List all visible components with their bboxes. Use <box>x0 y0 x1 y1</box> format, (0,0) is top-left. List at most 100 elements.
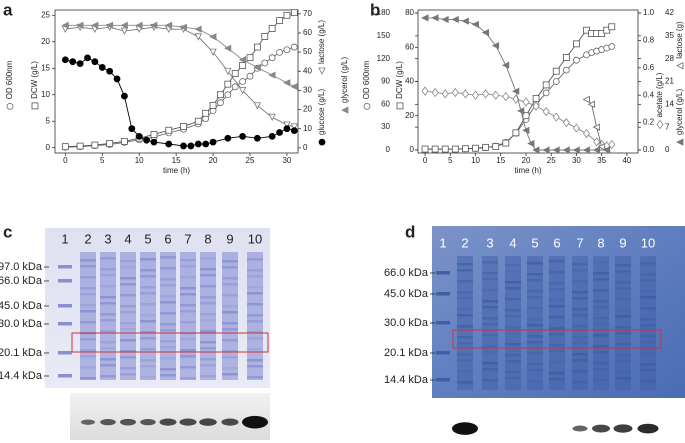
point <box>592 123 601 131</box>
protein-band <box>222 356 238 359</box>
western-band <box>100 418 116 426</box>
point <box>150 21 158 29</box>
protein-band <box>640 307 656 310</box>
y-tick-label: 0 <box>46 143 51 152</box>
lane <box>160 252 176 380</box>
protein-band <box>593 379 609 382</box>
protein-band <box>505 332 521 335</box>
series-line <box>65 57 295 147</box>
protein-band <box>505 326 521 329</box>
protein-band <box>527 290 543 293</box>
lane <box>140 252 156 380</box>
protein-band <box>80 338 96 341</box>
protein-band <box>100 274 116 277</box>
lane <box>572 256 588 390</box>
lane <box>222 252 238 380</box>
protein-band <box>527 363 543 366</box>
lane-number: 3 <box>486 235 493 250</box>
western-band <box>199 418 217 426</box>
protein-band <box>572 280 588 283</box>
protein-band <box>80 304 96 307</box>
point <box>502 139 510 147</box>
protein-band <box>200 268 216 271</box>
protein-band <box>140 269 156 272</box>
point <box>120 27 129 35</box>
lane <box>482 256 498 390</box>
protein-band <box>482 272 498 275</box>
point <box>246 54 254 62</box>
point <box>572 123 580 133</box>
western-band <box>452 422 478 435</box>
protein-band <box>120 328 136 331</box>
protein-band <box>572 314 588 317</box>
point <box>608 23 616 31</box>
protein-band <box>160 267 176 270</box>
x-tick-label: 5 <box>100 156 105 165</box>
protein-band <box>549 260 565 263</box>
protein-band <box>527 335 543 338</box>
protein-band <box>200 296 216 299</box>
point <box>527 139 535 148</box>
point <box>268 71 276 79</box>
y-tick-label: 60 <box>303 28 312 37</box>
protein-band <box>222 350 238 353</box>
point <box>290 127 298 135</box>
marker-label: 66.0 kDa <box>0 275 43 287</box>
protein-band <box>457 308 473 311</box>
protein-band <box>615 315 631 318</box>
y-tick-label: 20 <box>405 111 414 120</box>
point <box>76 142 84 150</box>
point <box>562 146 570 154</box>
x-tick-label: 10 <box>471 156 480 165</box>
protein-band <box>180 310 196 313</box>
point <box>283 125 291 133</box>
protein-band <box>100 268 116 271</box>
protein-band <box>572 325 588 328</box>
protein-band <box>140 320 156 323</box>
point <box>517 107 525 115</box>
point <box>462 145 469 153</box>
point <box>522 112 530 120</box>
marker-label: 14.4 kDa <box>0 370 43 382</box>
point <box>603 26 611 34</box>
lane-number: 9 <box>226 231 233 246</box>
ladder-band <box>436 378 450 382</box>
x-tick-label: 10 <box>135 156 144 165</box>
point <box>106 140 114 147</box>
point <box>61 143 69 151</box>
protein-band <box>222 311 238 314</box>
panel-label: b <box>370 0 380 19</box>
point <box>253 102 262 110</box>
protein-band <box>549 282 565 285</box>
protein-band <box>482 345 498 348</box>
lane <box>640 256 656 390</box>
x-tick-label: 35 <box>597 156 606 165</box>
point <box>421 145 429 153</box>
point <box>593 137 601 147</box>
protein-band <box>180 265 196 268</box>
y-tick-label: 21 <box>665 77 674 86</box>
protein-band <box>222 266 238 269</box>
protein-band <box>120 305 136 308</box>
x-axis-title: time (h) <box>514 166 541 175</box>
protein-band <box>200 341 216 344</box>
y-tick-label: 25 <box>41 10 50 19</box>
x-tick-label: 0 <box>423 156 428 165</box>
point <box>194 25 202 33</box>
protein-band <box>140 314 156 317</box>
protein-band <box>482 334 498 337</box>
protein-band <box>593 368 609 371</box>
protein-band <box>140 376 156 379</box>
point <box>261 59 269 67</box>
point <box>582 146 590 154</box>
highlight-box <box>71 332 269 353</box>
point <box>552 78 560 85</box>
protein-band <box>527 262 543 265</box>
y-tick-label: 90 <box>381 77 390 86</box>
protein-band <box>549 344 565 347</box>
point <box>224 67 232 76</box>
protein-band <box>482 323 498 326</box>
point <box>472 90 480 100</box>
protein-band <box>572 263 588 266</box>
